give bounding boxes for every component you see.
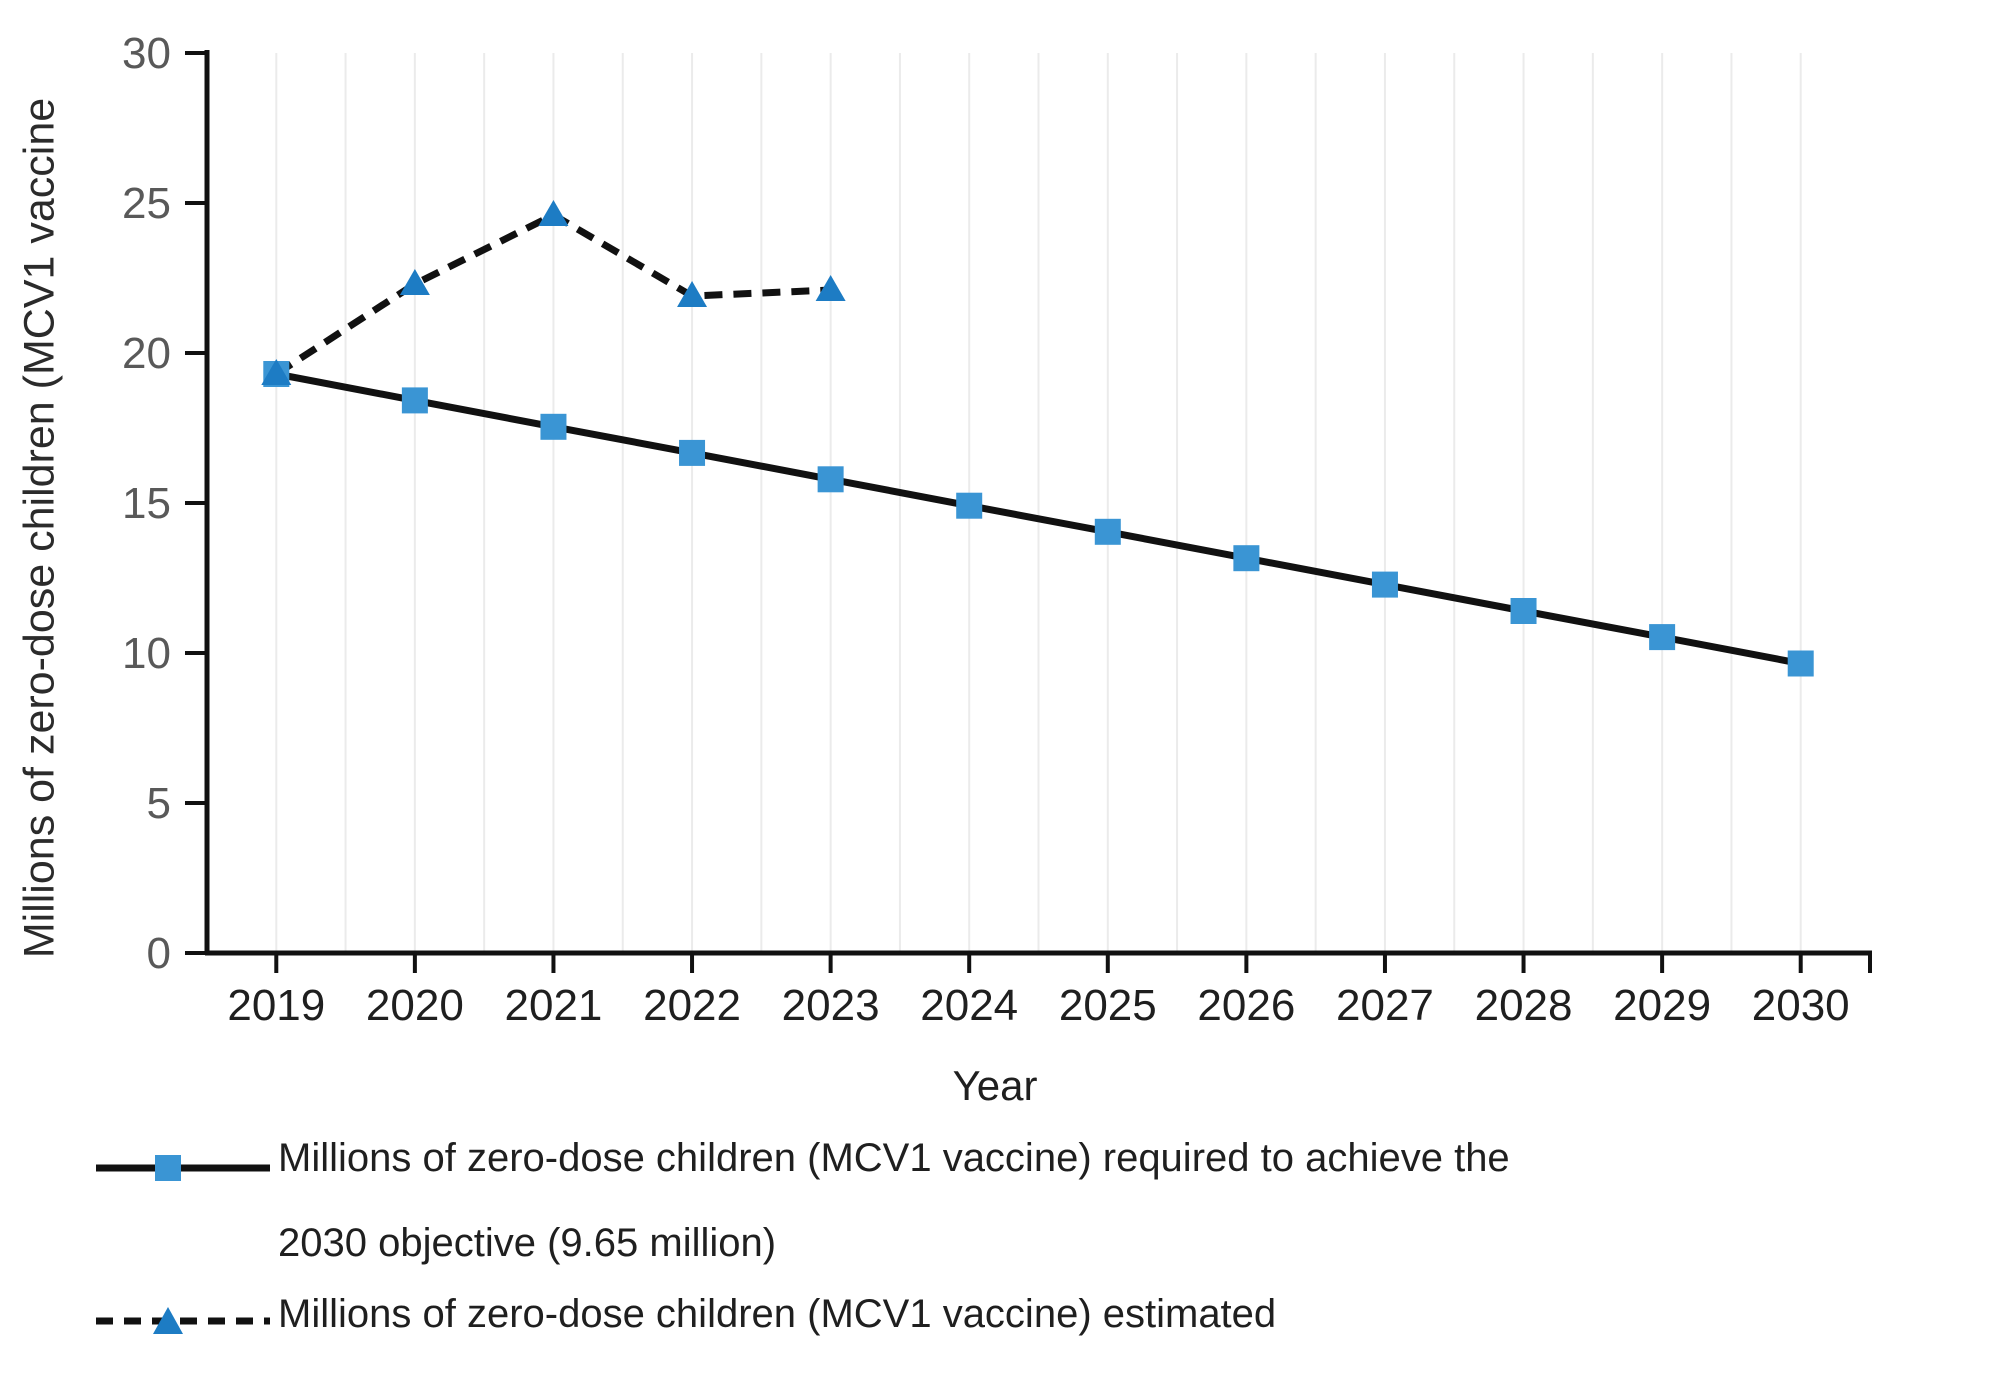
legend-label-required-line1: Millions of zero-dose children (MCV1 vac…: [278, 1136, 1510, 1180]
x-tick-label: 2026: [1197, 981, 1295, 1030]
x-tick-label: 2025: [1059, 981, 1157, 1030]
data-point-square-2027: [1371, 571, 1398, 598]
x-tick-label: 2029: [1613, 981, 1711, 1030]
legend-label-estimated: Millions of zero-dose children (MCV1 vac…: [278, 1292, 1277, 1336]
data-point-triangle-2022: [677, 281, 708, 307]
x-tick-label: 2021: [505, 981, 603, 1030]
y-tick-label: 30: [122, 29, 171, 78]
data-point-triangle-2021: [538, 200, 569, 226]
series-line-required: [275, 370, 1802, 667]
data-point-square-2021: [540, 413, 567, 440]
x-tick-label: 2023: [782, 981, 880, 1030]
legend-square-icon: [155, 1155, 181, 1181]
y-tick-label: 15: [122, 479, 171, 528]
data-point-square-2030: [1787, 650, 1814, 677]
data-point-square-2026: [1233, 545, 1260, 572]
data-point-triangle-2023: [815, 275, 846, 301]
y-tick-label: 20: [122, 329, 171, 378]
x-tick-label: 2028: [1475, 981, 1573, 1030]
x-tick-label: 2020: [366, 981, 464, 1030]
x-tick-label: 2027: [1336, 981, 1434, 1030]
y-tick-label: 0: [147, 929, 171, 978]
data-point-square-2020: [401, 387, 428, 414]
x-tick-label: 2030: [1752, 981, 1850, 1030]
data-point-square-2025: [1094, 518, 1121, 545]
data-point-square-2029: [1649, 624, 1676, 651]
x-tick-label: 2019: [227, 981, 325, 1030]
data-point-square-2022: [679, 439, 706, 466]
legend-label-required-line2: 2030 objective (9.65 million): [278, 1221, 777, 1265]
y-tick-label: 5: [147, 779, 171, 828]
data-point-square-2024: [956, 492, 983, 519]
legend-solid-line-square-marker: [96, 1155, 270, 1181]
data-point-square-2023: [817, 466, 844, 493]
y-tick-label: 10: [122, 629, 171, 678]
x-axis-title: Year: [952, 1062, 1038, 1109]
data-point-triangle-2020: [399, 269, 430, 295]
legend-triangle-icon: [153, 1307, 183, 1334]
y-tick-label: 25: [122, 179, 171, 228]
x-tick-label: 2024: [920, 981, 1018, 1030]
x-tick-label: 2022: [643, 981, 741, 1030]
data-point-triangle-2019: [261, 359, 292, 385]
legend-dashed-line-triangle-marker: [96, 1307, 270, 1334]
data-point-square-2028: [1510, 598, 1537, 624]
